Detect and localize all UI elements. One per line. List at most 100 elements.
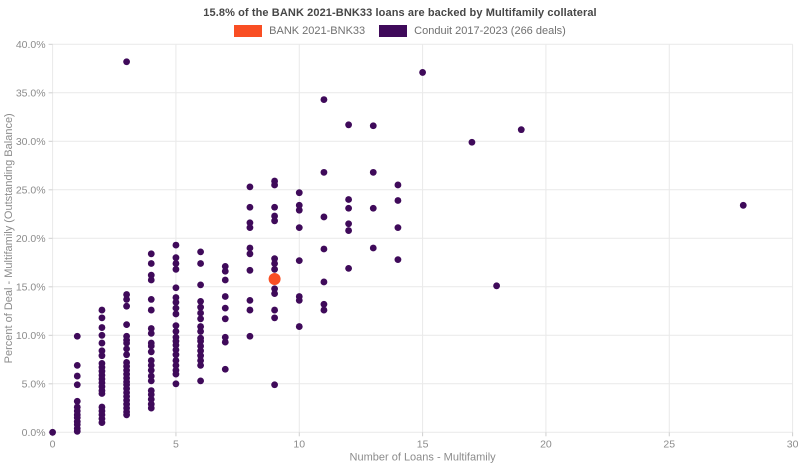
conduit-data-point[interactable] bbox=[345, 121, 352, 129]
conduit-data-point[interactable] bbox=[320, 245, 328, 253]
conduit-data-point[interactable] bbox=[197, 297, 205, 305]
conduit-data-point[interactable] bbox=[197, 361, 205, 369]
conduit-data-point[interactable] bbox=[147, 260, 155, 267]
conduit-data-point[interactable] bbox=[221, 304, 229, 312]
conduit-data-point[interactable] bbox=[197, 281, 205, 289]
conduit-data-point[interactable] bbox=[197, 248, 205, 256]
conduit-data-point[interactable] bbox=[147, 276, 155, 284]
conduit-data-point[interactable] bbox=[369, 168, 377, 176]
conduit-data-point[interactable] bbox=[271, 306, 278, 314]
conduit-data-point[interactable] bbox=[271, 212, 278, 220]
conduit-data-point[interactable] bbox=[147, 342, 155, 350]
conduit-data-point[interactable] bbox=[271, 314, 278, 322]
conduit-data-point[interactable] bbox=[419, 69, 426, 76]
conduit-data-point[interactable] bbox=[271, 260, 278, 267]
conduit-data-point[interactable] bbox=[197, 352, 205, 360]
conduit-data-point[interactable] bbox=[295, 323, 303, 330]
conduit-data-point[interactable] bbox=[172, 328, 180, 335]
conduit-data-point[interactable] bbox=[197, 260, 205, 267]
conduit-data-point[interactable] bbox=[123, 291, 130, 298]
conduit-data-point[interactable] bbox=[320, 278, 328, 286]
conduit-data-point[interactable] bbox=[221, 267, 229, 275]
conduit-data-point[interactable] bbox=[394, 197, 402, 204]
conduit-data-point[interactable] bbox=[246, 266, 254, 274]
conduit-data-point[interactable] bbox=[172, 370, 180, 378]
conduit-data-point[interactable] bbox=[172, 346, 180, 354]
conduit-data-point[interactable] bbox=[468, 138, 476, 146]
conduit-data-point[interactable] bbox=[271, 381, 278, 389]
conduit-data-point[interactable] bbox=[517, 126, 525, 134]
conduit-data-point[interactable] bbox=[98, 347, 106, 355]
conduit-data-point[interactable] bbox=[246, 306, 254, 314]
conduit-data-point[interactable] bbox=[345, 264, 352, 272]
conduit-data-point[interactable] bbox=[98, 352, 106, 360]
conduit-data-point[interactable] bbox=[123, 345, 130, 353]
conduit-data-point[interactable] bbox=[172, 265, 180, 273]
conduit-data-point[interactable] bbox=[172, 294, 180, 301]
conduit-data-point[interactable] bbox=[320, 168, 328, 176]
conduit-data-point[interactable] bbox=[197, 357, 205, 364]
conduit-data-point[interactable] bbox=[73, 372, 81, 380]
conduit-data-point[interactable] bbox=[172, 380, 180, 388]
conduit-data-point[interactable] bbox=[369, 244, 377, 252]
conduit-data-point[interactable] bbox=[295, 189, 303, 197]
conduit-data-point[interactable] bbox=[246, 224, 254, 232]
conduit-data-point[interactable] bbox=[172, 260, 180, 267]
conduit-data-point[interactable] bbox=[98, 306, 106, 314]
conduit-data-point[interactable] bbox=[345, 227, 352, 234]
conduit-data-point[interactable] bbox=[271, 181, 278, 189]
conduit-data-point[interactable] bbox=[197, 309, 205, 317]
conduit-data-point[interactable] bbox=[49, 428, 56, 436]
conduit-data-point[interactable] bbox=[221, 276, 229, 284]
conduit-data-point[interactable] bbox=[493, 282, 500, 290]
conduit-data-point[interactable] bbox=[739, 201, 747, 209]
conduit-data-point[interactable] bbox=[123, 411, 130, 419]
conduit-data-point[interactable] bbox=[197, 342, 205, 350]
conduit-data-point[interactable] bbox=[147, 357, 155, 364]
conduit-data-point[interactable] bbox=[172, 284, 180, 292]
conduit-data-point[interactable] bbox=[147, 296, 155, 303]
conduit-data-point[interactable] bbox=[246, 244, 254, 252]
conduit-data-point[interactable] bbox=[147, 391, 155, 398]
conduit-data-point[interactable] bbox=[172, 310, 180, 318]
conduit-data-point[interactable] bbox=[98, 390, 106, 397]
conduit-data-point[interactable] bbox=[172, 241, 180, 249]
conduit-data-point[interactable] bbox=[73, 332, 81, 340]
conduit-data-point[interactable] bbox=[73, 361, 81, 369]
conduit-data-point[interactable] bbox=[147, 348, 155, 356]
conduit-data-point[interactable] bbox=[197, 347, 205, 355]
conduit-data-point[interactable] bbox=[73, 397, 81, 405]
conduit-data-point[interactable] bbox=[147, 377, 155, 385]
conduit-data-point[interactable] bbox=[123, 321, 130, 329]
conduit-data-point[interactable] bbox=[345, 196, 352, 203]
conduit-data-point[interactable] bbox=[246, 296, 254, 304]
conduit-data-point[interactable] bbox=[271, 217, 278, 225]
conduit-data-point[interactable] bbox=[221, 293, 229, 300]
conduit-data-point[interactable] bbox=[221, 338, 229, 346]
conduit-data-point[interactable] bbox=[320, 213, 328, 221]
conduit-data-point[interactable] bbox=[98, 314, 106, 322]
conduit-data-point[interactable] bbox=[221, 263, 229, 270]
conduit-data-point[interactable] bbox=[123, 58, 130, 66]
conduit-data-point[interactable] bbox=[172, 304, 180, 312]
conduit-data-point[interactable] bbox=[271, 255, 278, 263]
conduit-data-point[interactable] bbox=[197, 377, 205, 385]
conduit-data-point[interactable] bbox=[394, 181, 402, 189]
legend-item-conduit[interactable]: Conduit 2017-2023 (266 deals) bbox=[379, 25, 566, 37]
conduit-data-point[interactable] bbox=[345, 220, 352, 228]
conduit-data-point[interactable] bbox=[295, 296, 303, 304]
conduit-data-point[interactable] bbox=[320, 306, 328, 314]
conduit-data-point[interactable] bbox=[246, 183, 254, 191]
conduit-data-point[interactable] bbox=[197, 315, 205, 323]
conduit-data-point[interactable] bbox=[320, 96, 328, 103]
conduit-data-point[interactable] bbox=[98, 339, 106, 347]
conduit-data-point[interactable] bbox=[147, 250, 155, 258]
conduit-data-point[interactable] bbox=[246, 332, 254, 340]
conduit-data-point[interactable] bbox=[221, 365, 229, 373]
conduit-data-point[interactable] bbox=[73, 381, 81, 389]
bank-data-point[interactable] bbox=[268, 273, 281, 286]
conduit-data-point[interactable] bbox=[369, 204, 377, 212]
conduit-data-point[interactable] bbox=[320, 300, 328, 308]
conduit-data-point[interactable] bbox=[123, 339, 130, 347]
conduit-data-point[interactable] bbox=[172, 254, 180, 262]
